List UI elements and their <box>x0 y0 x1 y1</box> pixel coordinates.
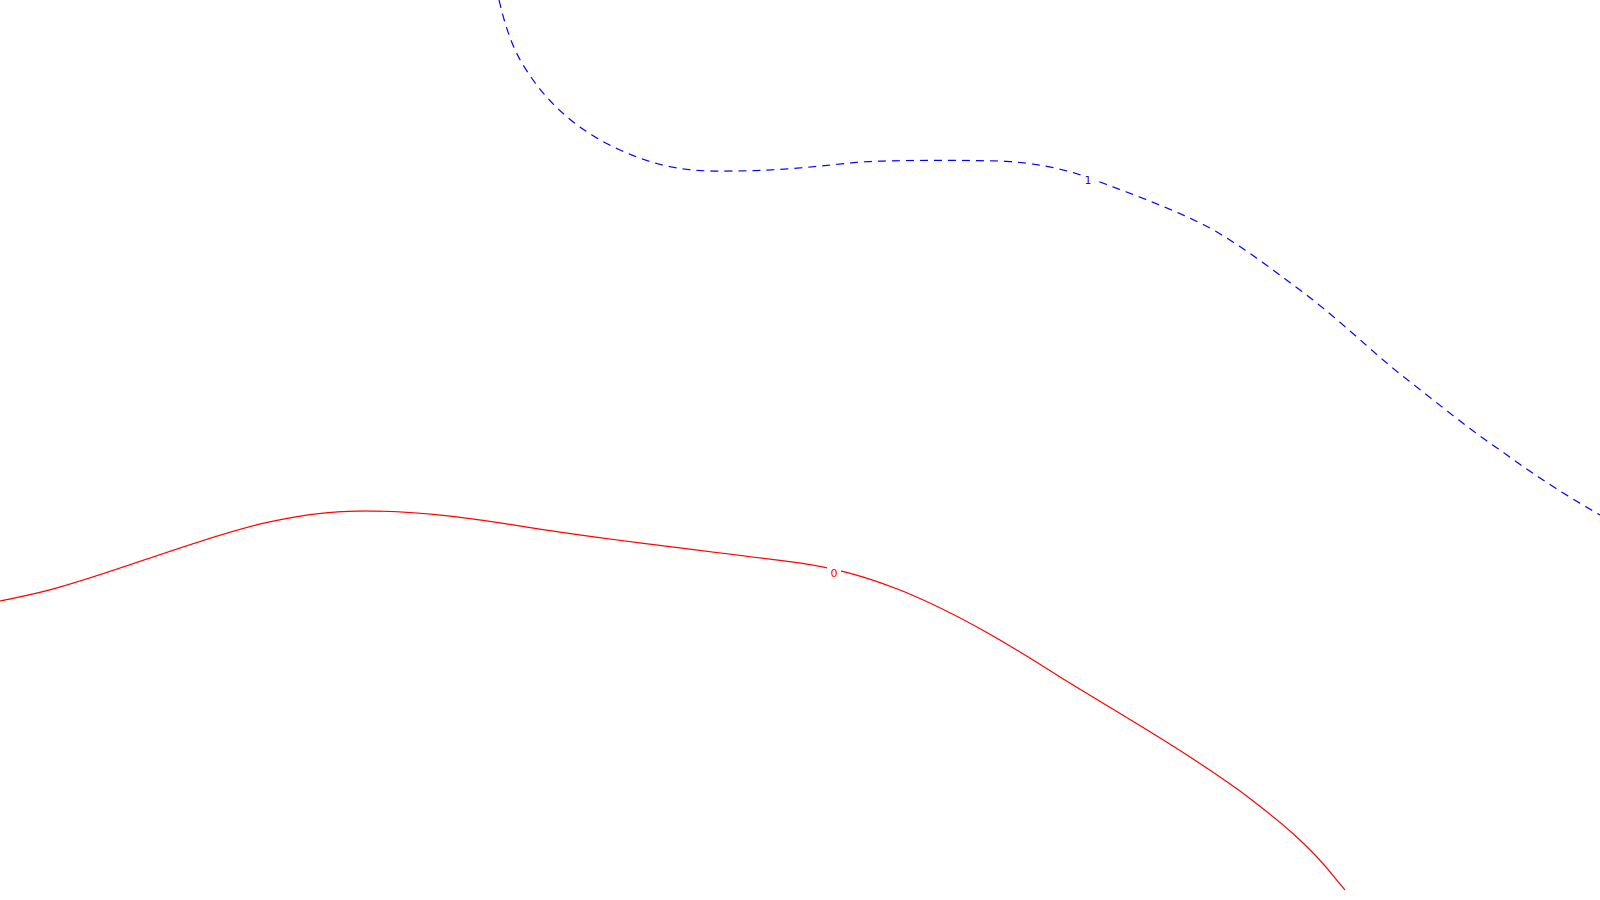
contour-label-0-background <box>827 565 841 581</box>
contour-line-0 <box>0 510 1346 891</box>
contour-label-1-background <box>1081 172 1095 188</box>
contour-line-1 <box>498 0 1600 516</box>
contour-label-1: 1 <box>1085 174 1092 187</box>
contour-label-0: 0 <box>831 567 838 580</box>
